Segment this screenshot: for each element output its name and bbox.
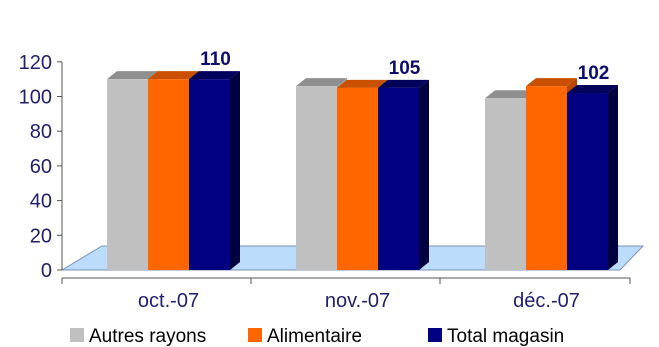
bar-top [567, 85, 618, 94]
y-tick-label: 80 [30, 121, 52, 143]
y-tick-label: 100 [19, 87, 52, 109]
legend-label: Autres rayons [89, 326, 206, 347]
legend-swatch [428, 328, 442, 342]
x-tick-label: nov.-07 [325, 290, 390, 312]
x-tick-label: déc.-07 [513, 290, 580, 312]
bar-top [378, 79, 429, 88]
x-tick-label: oct.-07 [138, 290, 199, 312]
bar-top [337, 79, 388, 88]
bar-top [526, 78, 577, 87]
legend-swatch [248, 328, 262, 342]
data-label: 105 [389, 58, 421, 79]
y-tick-label: 60 [30, 156, 52, 178]
data-label: 110 [200, 49, 231, 70]
y-tick-label: 0 [41, 260, 52, 282]
bar [526, 86, 567, 270]
bar [485, 98, 526, 270]
bar-top [296, 78, 347, 87]
y-tick-label: 20 [30, 225, 52, 247]
bar [378, 87, 419, 270]
bar-top [148, 71, 199, 80]
bar-top [189, 71, 240, 80]
bar-top [485, 90, 536, 99]
y-tick-label: 120 [19, 52, 52, 74]
bar [567, 93, 608, 270]
legend-swatch [70, 328, 84, 342]
legend-label: Alimentaire [267, 326, 362, 347]
y-tick-label: 40 [30, 191, 52, 213]
bar-side [230, 71, 240, 271]
bar-side [419, 79, 429, 270]
legend-label: Total magasin [447, 326, 564, 347]
bar [107, 79, 148, 271]
bar [337, 87, 378, 270]
bar-top [107, 71, 158, 80]
data-label: 102 [578, 63, 610, 84]
bar [189, 79, 230, 271]
bar-side [608, 85, 618, 270]
bar [148, 79, 189, 271]
bar [296, 86, 337, 270]
